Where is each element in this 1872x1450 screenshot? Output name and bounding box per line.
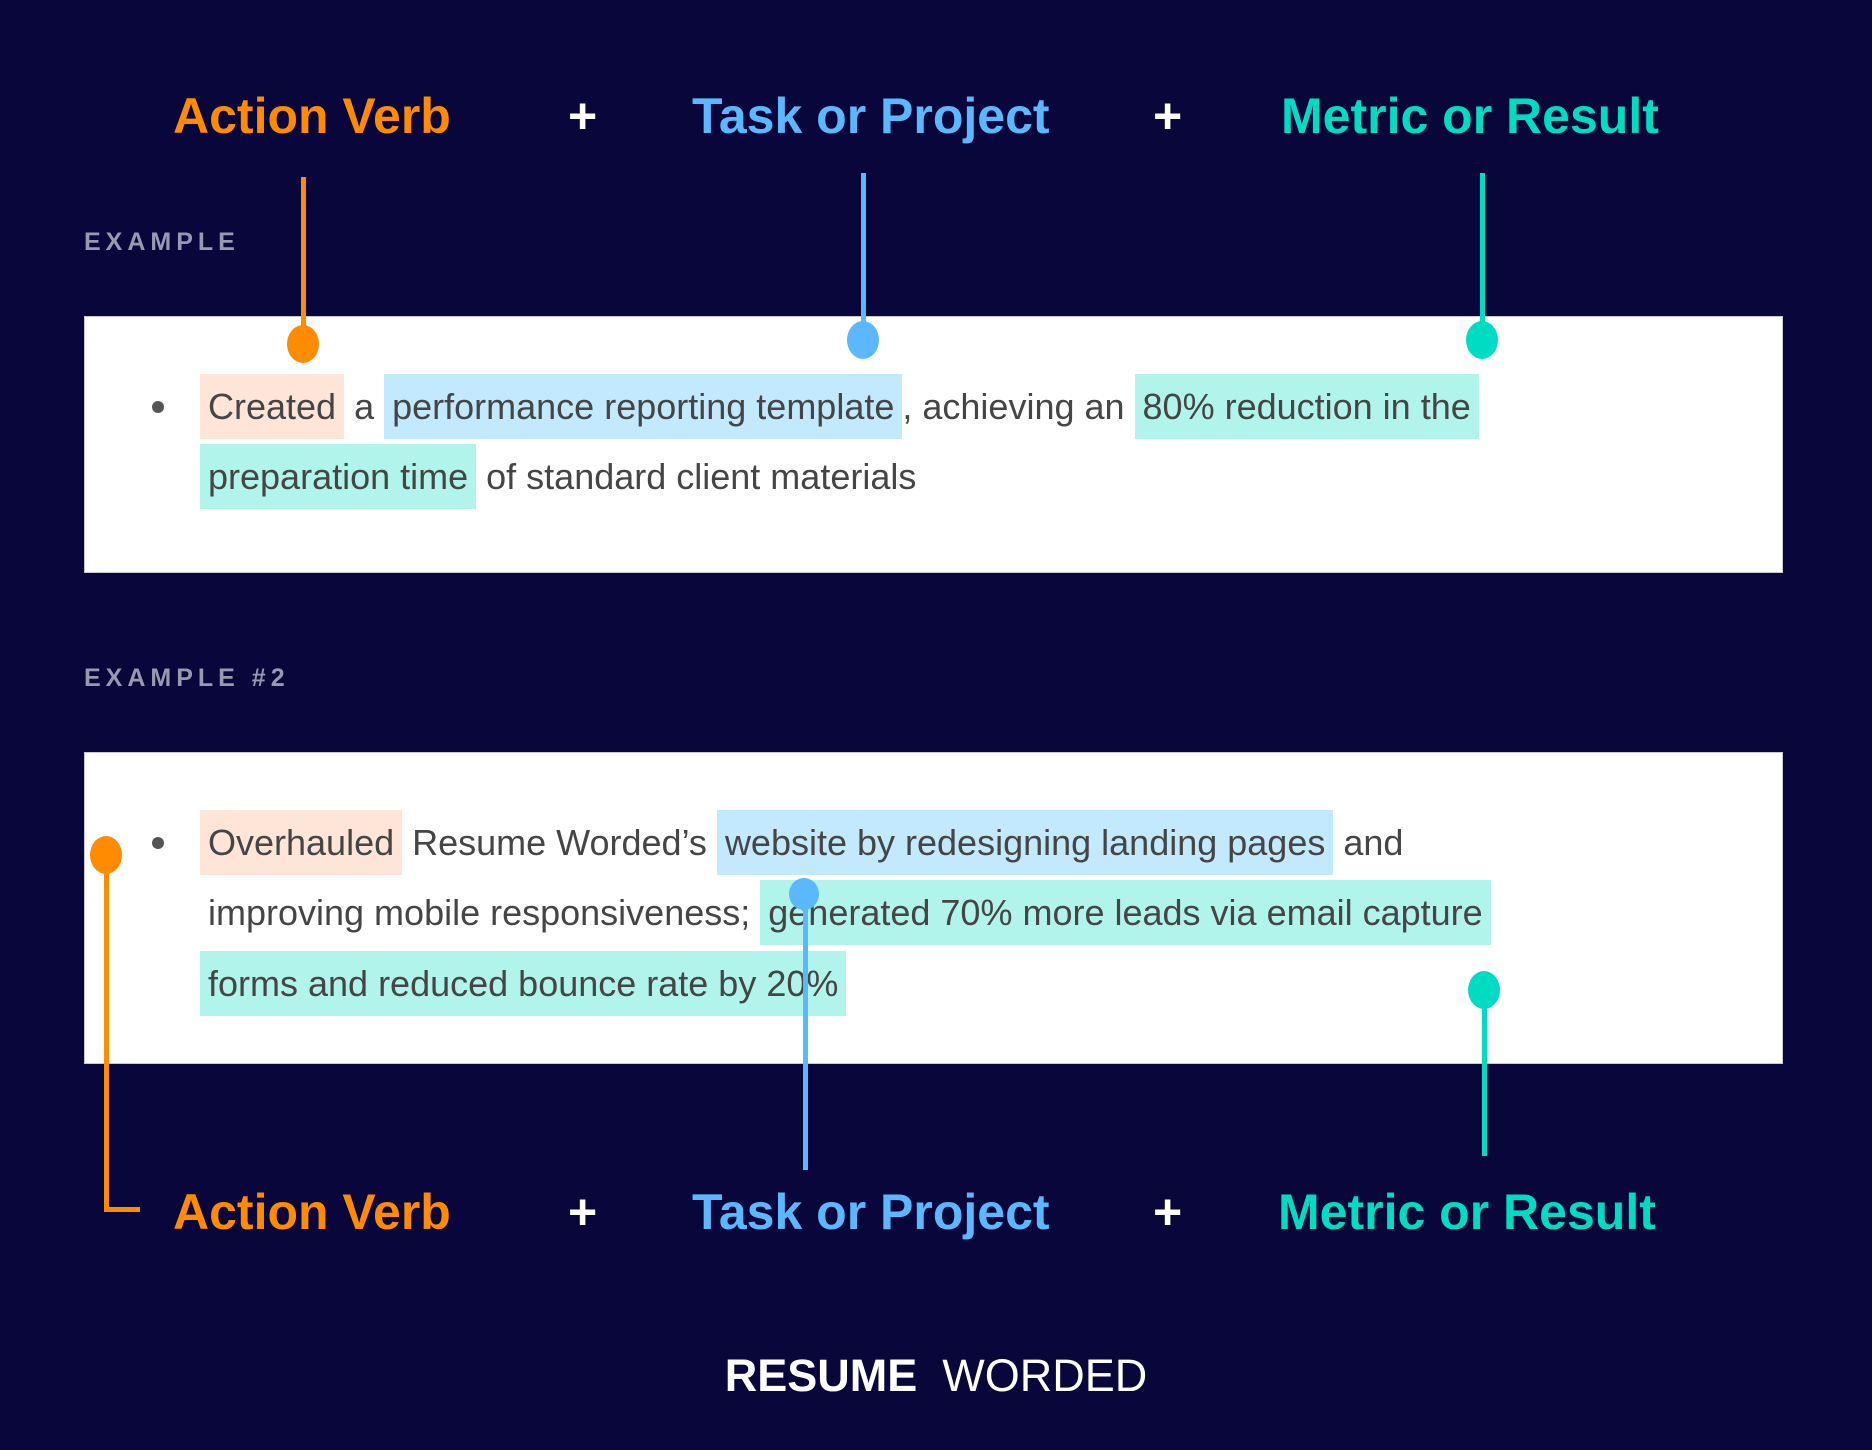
connector-line (1482, 990, 1487, 1156)
heading-task-or-project: Task or Project (692, 1184, 1050, 1240)
text: , achieving an (902, 386, 1135, 427)
action-verb-highlight: Created (200, 374, 345, 439)
text: Resume Worded’s (402, 822, 717, 863)
heading-task-or-project: Task or Project (692, 88, 1050, 144)
plus-sign: + (568, 1184, 598, 1240)
connector-dot (287, 325, 319, 363)
example-2-label: EXAMPLE #2 (84, 664, 290, 692)
example2-line3: forms and reduced bounce rate by 20% (200, 951, 847, 1016)
bullet (152, 837, 164, 849)
logo-light: WORDED (942, 1350, 1148, 1401)
connector-dot (1468, 971, 1500, 1009)
task-highlight: website by redesigning landing pages (716, 810, 1334, 875)
plus-sign: + (568, 88, 598, 144)
heading-metric-or-result: Metric or Result (1278, 1184, 1656, 1240)
text: a (344, 386, 385, 427)
example2-line1: Overhauled Resume Worded’s website by re… (200, 810, 1404, 875)
plus-sign: + (1153, 1184, 1183, 1240)
connector-line (104, 1207, 140, 1212)
action-verb-highlight: Overhauled (200, 810, 403, 875)
text: and (1333, 822, 1404, 863)
heading-action-verb: Action Verb (173, 1184, 451, 1240)
connector-dot (1466, 321, 1498, 359)
example-label: EXAMPLE (84, 228, 240, 256)
logo-bold: RESUME (724, 1350, 918, 1401)
example2-line2: improving mobile responsiveness; generat… (208, 880, 1491, 945)
example1-line2: preparation time of standard client mate… (200, 444, 917, 509)
connector-line (104, 860, 109, 1212)
text: improving mobile responsiveness; (208, 892, 761, 933)
connector-line (1480, 173, 1485, 333)
metric-highlight: preparation time (200, 444, 477, 509)
resume-worded-logo: RESUME WORDED (0, 1350, 1872, 1402)
metric-highlight: generated 70% more leads via email captu… (760, 880, 1491, 945)
connector-dot (789, 878, 819, 910)
metric-highlight: 80% reduction in the (1134, 374, 1479, 439)
connector-dot (90, 836, 122, 874)
connector-line (803, 900, 808, 1170)
connector-dot (847, 321, 879, 359)
connector-line (301, 177, 306, 337)
heading-metric-or-result: Metric or Result (1281, 88, 1659, 144)
metric-highlight: forms and reduced bounce rate by 20% (200, 951, 847, 1016)
plus-sign: + (1153, 88, 1183, 144)
task-highlight: performance reporting template (384, 374, 903, 439)
bullet (152, 401, 164, 413)
text: of standard client materials (476, 456, 917, 497)
example1-line1: Created a performance reporting template… (200, 374, 1479, 439)
connector-line (861, 173, 866, 333)
heading-action-verb: Action Verb (173, 88, 451, 144)
